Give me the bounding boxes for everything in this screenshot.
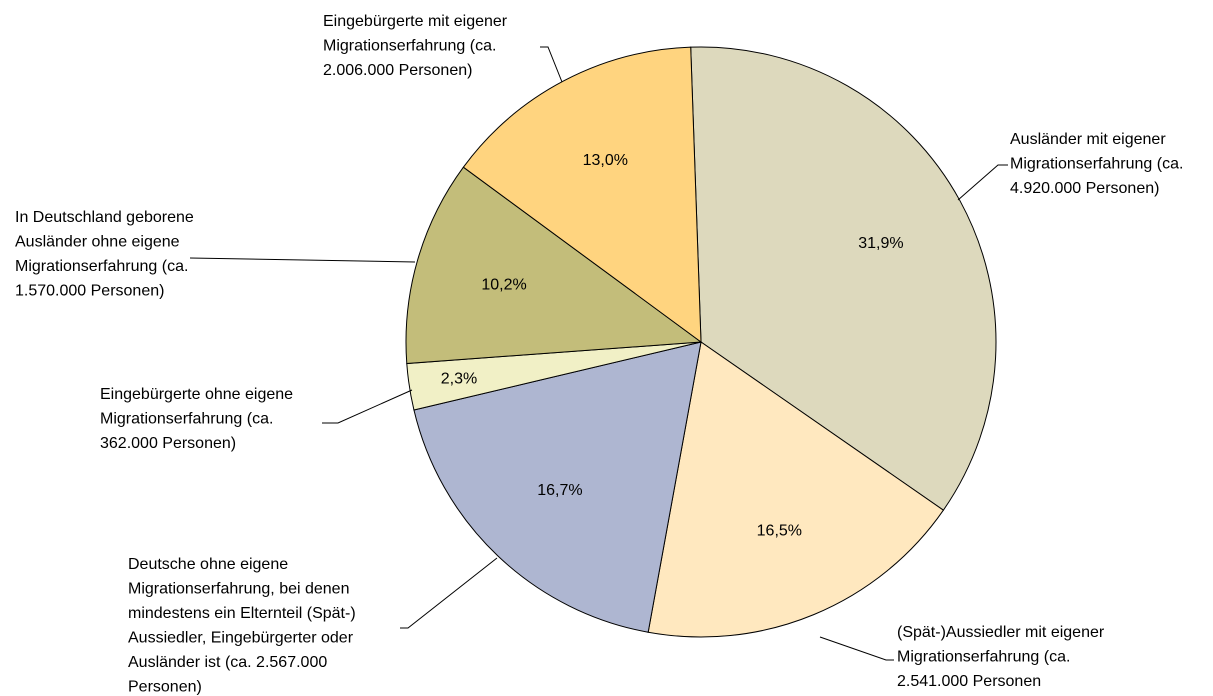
- slice-label: Personen): [128, 679, 202, 696]
- value-label: 10,2%: [481, 276, 526, 293]
- slice-label: mindestens ein Elternteil (Spät-): [128, 605, 356, 622]
- slice-label: 1.570.000 Personen): [15, 283, 164, 300]
- slice-label: Migrationserfahrung (ca.: [15, 258, 188, 275]
- value-label: 16,5%: [757, 523, 802, 540]
- slice-label: Ausländer mit eigener: [1010, 131, 1166, 148]
- pie-slice: [413, 341, 702, 633]
- value-label: 13,0%: [583, 152, 628, 169]
- slice-label: (Spät-)Aussiedler mit eigener: [897, 624, 1105, 641]
- slice-label: Migrationserfahrung, bei denen: [128, 581, 349, 598]
- slice-label: Deutsche ohne eigene: [128, 556, 288, 573]
- slice-label: Migrationserfahrung (ca.: [100, 411, 273, 428]
- slice-label: Eingebürgerte ohne eigene: [100, 386, 293, 403]
- slice-label: Eingebürgerte mit eigener: [323, 13, 508, 30]
- slice-label: 362.000 Personen): [100, 435, 236, 452]
- pie-slice: [462, 46, 702, 344]
- value-label: 16,7%: [537, 482, 582, 499]
- slice-label: Ausländer ist (ca. 2.567.000: [128, 654, 327, 671]
- leader-line: [540, 46, 563, 83]
- value-label: 31,9%: [858, 235, 903, 252]
- slice-label: In Deutschland geborene: [15, 209, 194, 226]
- leader-line: [322, 389, 413, 424]
- slice-label: Aussiedler, Eingebürgerter oder: [128, 630, 354, 647]
- slice-label: 2.541.000 Personen: [897, 673, 1041, 690]
- pie-slice: [647, 341, 945, 638]
- leader-line: [957, 164, 1008, 201]
- slice-label: 2.006.000 Personen): [323, 62, 472, 79]
- leader-line: [189, 257, 416, 263]
- slice-label: 4.920.000 Personen): [1010, 180, 1159, 197]
- slice-label: Migrationserfahrung (ca.: [897, 649, 1070, 666]
- value-label: 2,3%: [441, 370, 477, 387]
- pie-slice: [690, 46, 997, 511]
- slice-label: Migrationserfahrung (ca.: [323, 38, 496, 55]
- leader-line: [400, 557, 498, 629]
- slice-label: Ausländer ohne eigene: [15, 234, 180, 251]
- leader-line: [819, 636, 894, 661]
- pie-slice: [405, 166, 703, 365]
- slice-label: Migrationserfahrung (ca.: [1010, 156, 1183, 173]
